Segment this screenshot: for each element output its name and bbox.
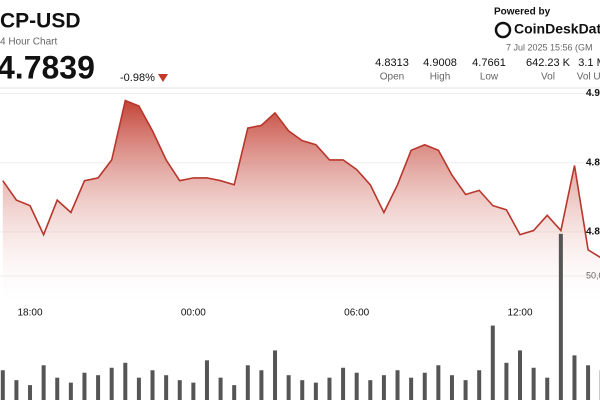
brand-logo — [494, 21, 512, 39]
volume-bar — [463, 380, 468, 400]
volume-bar — [14, 380, 19, 400]
area-fill — [2, 100, 600, 310]
y-tick-label: 4.8 — [586, 157, 600, 168]
volume-bar — [286, 375, 291, 400]
y-tick-label: 4.8 — [586, 227, 600, 238]
x-tick-label: 18:00 — [18, 308, 43, 319]
volume-bar — [109, 367, 114, 400]
volume-bar — [68, 382, 73, 400]
volume-bar — [327, 377, 332, 400]
volume-bar — [313, 382, 318, 400]
stat-label: Vol US — [577, 72, 600, 83]
volume-bar — [259, 370, 264, 400]
volume-bar — [245, 365, 250, 400]
symbol: CP-USD — [0, 10, 81, 33]
volume-bar — [531, 367, 536, 400]
volume-bar — [449, 375, 454, 400]
stat-value: 4.9008 — [423, 57, 457, 69]
volume-bar — [136, 377, 141, 400]
volume-bar — [300, 380, 305, 400]
volume-bar — [150, 370, 155, 400]
volume-tick-label: 50,00 — [586, 270, 600, 280]
volume-bar — [164, 375, 169, 400]
stat-label: Open — [380, 72, 404, 83]
volume-bar — [395, 370, 400, 400]
volume-bar — [518, 350, 523, 400]
stat-value: 3.1 M — [578, 57, 600, 69]
volume-bar — [96, 375, 101, 400]
x-tick-label: 12:00 — [508, 308, 533, 319]
volume-bar — [545, 377, 550, 400]
volume-bar — [504, 362, 509, 400]
volume-bar — [477, 370, 482, 400]
volume-bar — [436, 365, 441, 400]
stat-label: Low — [480, 72, 499, 83]
volume-bar — [558, 233, 563, 400]
y-tick-label: 4.9 — [586, 88, 600, 99]
volume-bar — [409, 377, 414, 400]
volume-bar — [273, 350, 278, 400]
x-tick-label: 06:00 — [344, 308, 369, 319]
volume-bar — [368, 380, 373, 400]
volume-bar — [0, 370, 5, 400]
stat-label: High — [430, 72, 451, 83]
stat-value: 642.23 K — [526, 57, 571, 69]
volume-bar — [123, 362, 128, 400]
volume-bar — [191, 382, 196, 400]
volume-bar — [232, 385, 237, 400]
volume-bar — [218, 377, 223, 400]
volume-bar — [381, 375, 386, 400]
volume-bar — [572, 355, 577, 400]
volume-bar — [41, 365, 46, 400]
powered-by: Powered by — [494, 7, 551, 18]
volume-bar — [490, 325, 495, 400]
brand: CoinDeskData — [514, 21, 600, 37]
volume-bar — [354, 372, 359, 400]
x-tick-label: 00:00 — [181, 308, 206, 319]
volume-bar — [82, 372, 87, 400]
volume-bar — [422, 372, 427, 400]
volume-bar — [177, 380, 182, 400]
subtitle: 4 Hour Chart — [0, 37, 57, 48]
down-arrow — [158, 74, 168, 82]
volume-bar — [28, 385, 33, 400]
change: -0.98% — [120, 72, 155, 84]
price: 4.7839 — [0, 49, 95, 85]
stat-value: 4.7661 — [472, 57, 506, 69]
volume-bar — [341, 367, 346, 400]
volume-bar — [204, 360, 209, 400]
stat-label: Vol — [541, 72, 555, 83]
plot — [0, 93, 600, 400]
stat-value: 4.8313 — [375, 57, 409, 69]
volume-bar — [55, 377, 60, 400]
price-line — [2, 99, 600, 259]
volume-bar — [586, 365, 591, 400]
timestamp: 7 Jul 2025 15:56 (GM — [506, 42, 593, 52]
